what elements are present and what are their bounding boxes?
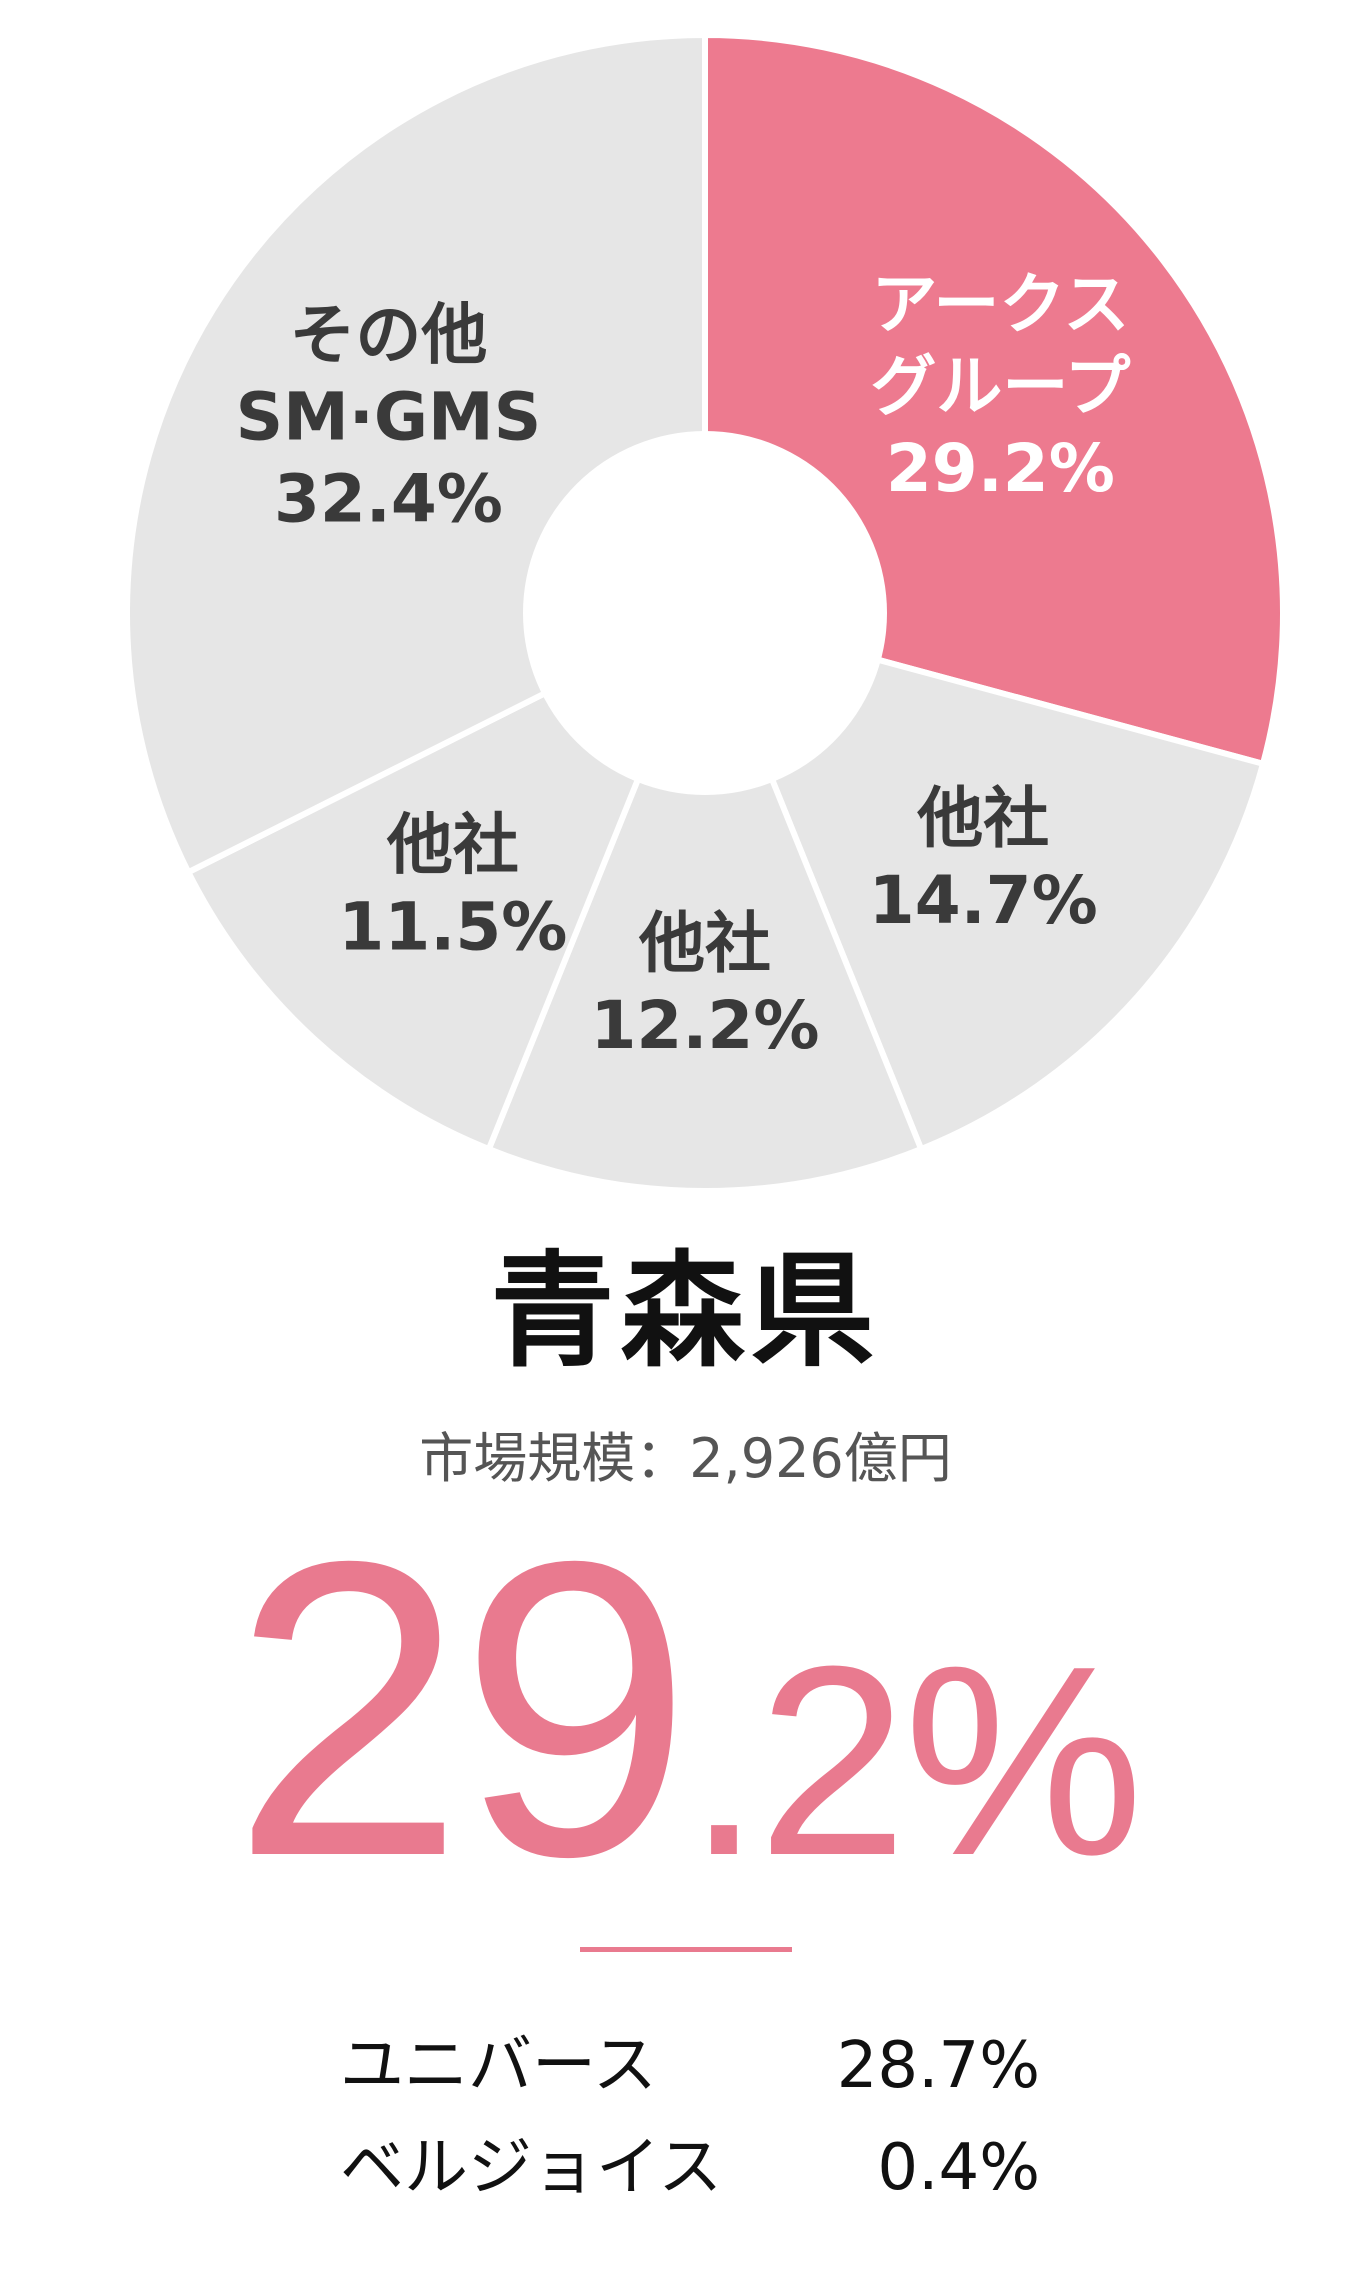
breakdown-row: ユニバース 28.7% bbox=[340, 2026, 1040, 2106]
pie-slice bbox=[702, 610, 1266, 1153]
slice-label: 他社 12.2% bbox=[591, 905, 820, 1064]
slice-label-line: 32.4% bbox=[274, 461, 503, 538]
slice-label: 他社 14.7% bbox=[869, 780, 1098, 939]
market-size: 市場規模：2,926億円 bbox=[419, 1427, 952, 1490]
region-title: 青森県 bbox=[490, 1240, 881, 1384]
divider bbox=[580, 1947, 792, 1952]
slice-label-line: 12.2% bbox=[591, 987, 820, 1064]
breakdown-name: ユニバース bbox=[340, 2029, 657, 2103]
donut-hole bbox=[523, 431, 887, 795]
breakdown-value: 0.4% bbox=[877, 2131, 1040, 2205]
pie-slice bbox=[485, 610, 925, 1194]
slice-label-line: 11.5% bbox=[338, 889, 567, 966]
slice-label-line: 14.7% bbox=[869, 862, 1098, 939]
pie-slice bbox=[185, 610, 708, 1153]
breakdown-row: ベルジョイス 0.4% bbox=[340, 2128, 1040, 2208]
slice-label-line: 他社 bbox=[638, 905, 771, 982]
slice-label-line: グループ bbox=[870, 348, 1130, 425]
slice-label: 他社 11.5% bbox=[338, 807, 567, 966]
slice-label-line: 他社 bbox=[386, 807, 519, 884]
slice-label-line: アークス bbox=[871, 266, 1129, 343]
group-share-figure: 29.2% bbox=[0, 1500, 1371, 1920]
slice-label-line: その他 bbox=[289, 297, 487, 374]
share-integer: 29 bbox=[231, 1475, 692, 1944]
slice-label-line: 29.2% bbox=[886, 430, 1115, 507]
share-decimal: .2% bbox=[686, 1611, 1143, 1912]
donut-chart: アークスグループ 29.2%他社 14.7%他社 12.2%他社 11.5%その他 SM·… bbox=[127, 35, 1283, 1194]
slice-label: アークスグループ 29.2% bbox=[870, 266, 1130, 507]
market-share-chart: アークスグループ 29.2% 他社 14.7% 他社 12.2% 他社 11.5% その他 SM·… bbox=[127, 35, 1283, 1194]
slice-label-line: SM·GMS bbox=[236, 379, 542, 456]
breakdown-name: ベルジョイス bbox=[340, 2131, 723, 2205]
slice-label-line: 他社 bbox=[916, 780, 1049, 857]
breakdown-value: 28.7% bbox=[836, 2029, 1040, 2103]
slice-label: その他 SM·GMS 32.4% bbox=[236, 297, 542, 538]
